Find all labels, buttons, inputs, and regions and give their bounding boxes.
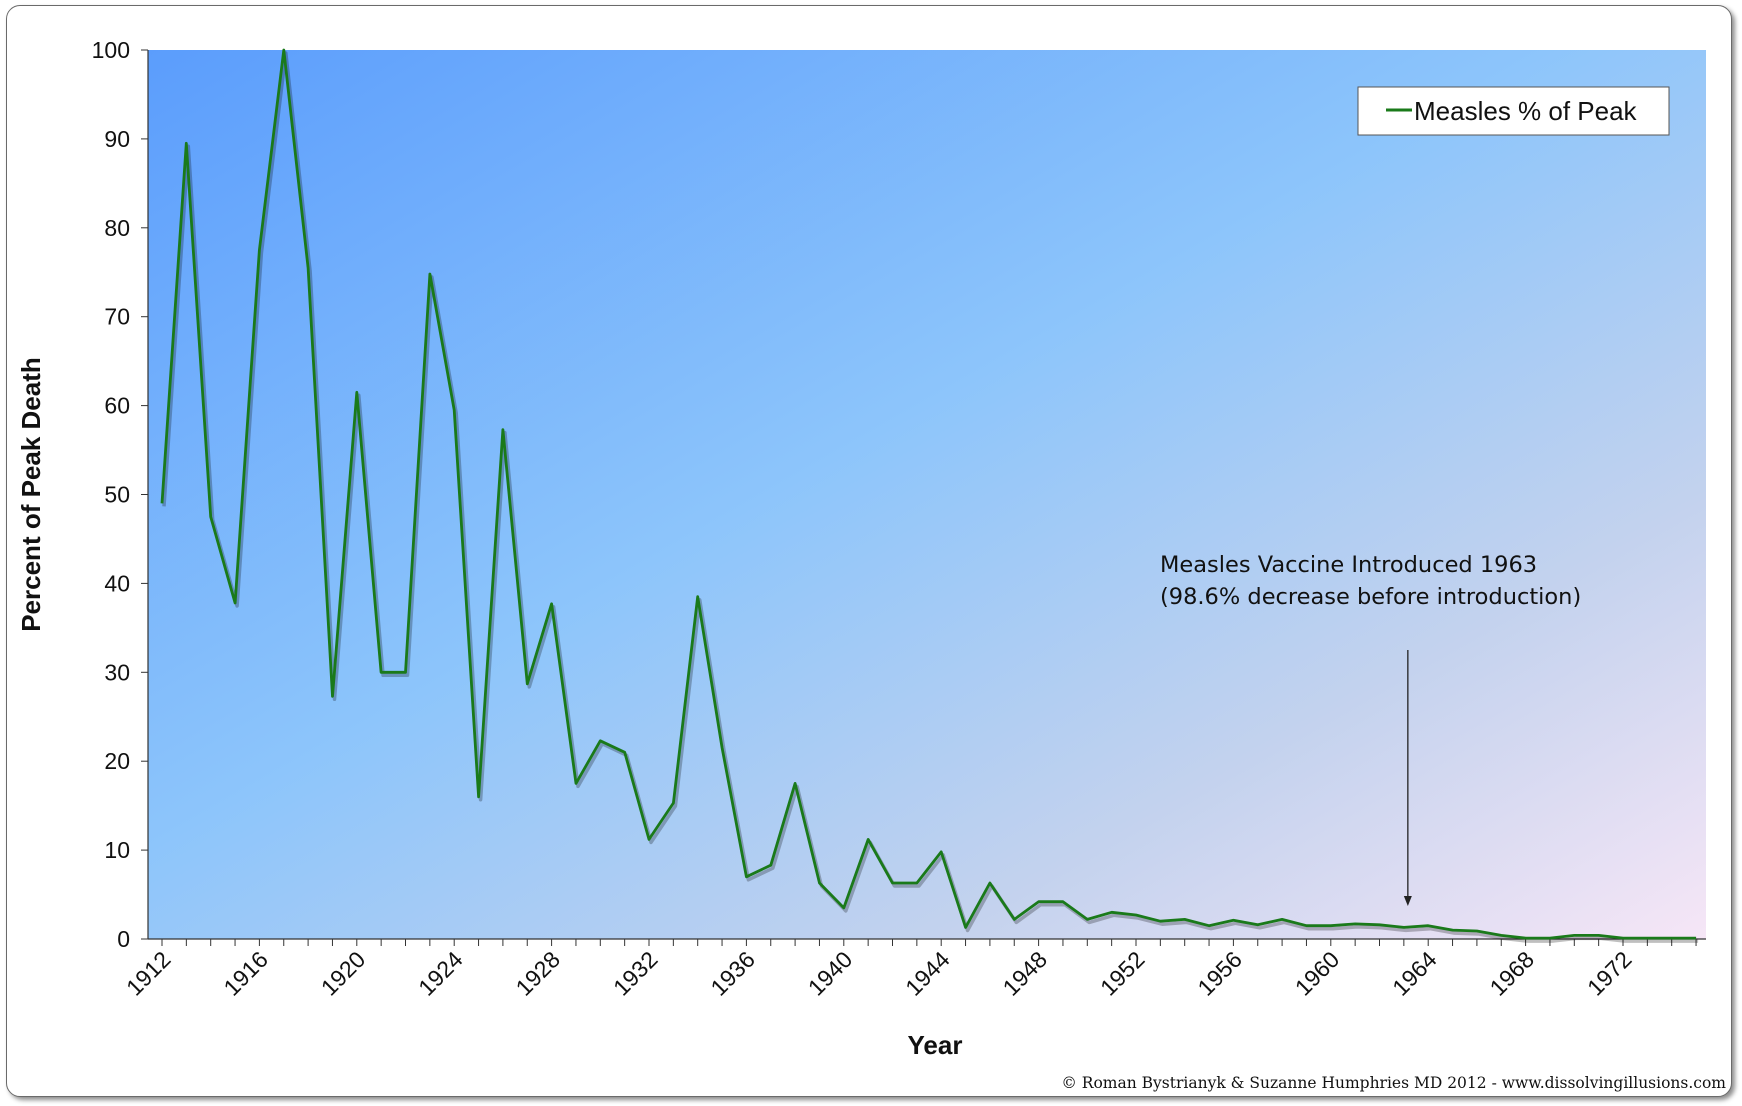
x-tick-label: 1932: [608, 946, 663, 1001]
y-tick-label: 100: [92, 37, 130, 63]
annotation-line-1: Measles Vaccine Introduced 1963: [1160, 552, 1537, 578]
x-tick-label: 1968: [1485, 946, 1540, 1001]
y-tick-label: 70: [104, 304, 130, 330]
x-tick-label: 1912: [121, 946, 176, 1001]
y-axis: 0 10 20 30 40 50 60 70 80 90 100: [92, 37, 149, 952]
plot-area: [148, 50, 1706, 939]
y-tick-label: 20: [104, 748, 130, 774]
y-tick-label: 60: [104, 393, 130, 419]
x-tick-label: 1920: [316, 946, 371, 1001]
y-tick-label: 90: [104, 126, 130, 152]
y-tick-label: 40: [104, 570, 130, 596]
y-tick-label: 30: [104, 659, 130, 685]
x-tick-label: 1964: [1387, 946, 1442, 1001]
y-tick-label: 0: [117, 926, 130, 952]
y-tick-label: 10: [104, 837, 130, 863]
x-tick-label: 1960: [1290, 946, 1345, 1001]
x-tick-label: 1928: [511, 946, 566, 1001]
x-axis-title: Year: [908, 1030, 963, 1060]
x-tick-label: 1972: [1582, 946, 1637, 1001]
series-line-measles: [160, 48, 1697, 940]
x-tick-label: 1956: [1192, 946, 1247, 1001]
vaccine-annotation: Measles Vaccine Introduced 1963 (98.6% d…: [1160, 552, 1581, 906]
x-tick-label: 1940: [803, 946, 858, 1001]
copyright-credit: © Roman Bystrianyk & Suzanne Humphries M…: [1061, 1074, 1726, 1092]
x-tick-label: 1924: [413, 946, 468, 1001]
x-tick-label: 1916: [218, 946, 273, 1001]
x-tick-label: 1944: [900, 946, 955, 1001]
y-tick-label: 50: [104, 482, 130, 508]
y-axis-title: Percent of Peak Death: [16, 357, 46, 632]
legend-label-measles: Measles % of Peak: [1414, 96, 1638, 126]
legend: Measles % of Peak: [1357, 86, 1670, 136]
x-tick-label: 1952: [1095, 946, 1150, 1001]
y-tick-label: 80: [104, 215, 130, 241]
annotation-arrowhead: [1403, 896, 1412, 906]
series-layer: [160, 48, 1699, 943]
x-tick-label: 1948: [998, 946, 1053, 1001]
series-line-shadow: [162, 51, 1699, 943]
annotation-line-2: (98.6% decrease before introduction): [1160, 584, 1581, 610]
x-axis: 1912 1916 1920 1924 1928 1932 1936 1940 1944 1948…: [121, 938, 1706, 1001]
x-tick-label: 1936: [705, 946, 760, 1001]
